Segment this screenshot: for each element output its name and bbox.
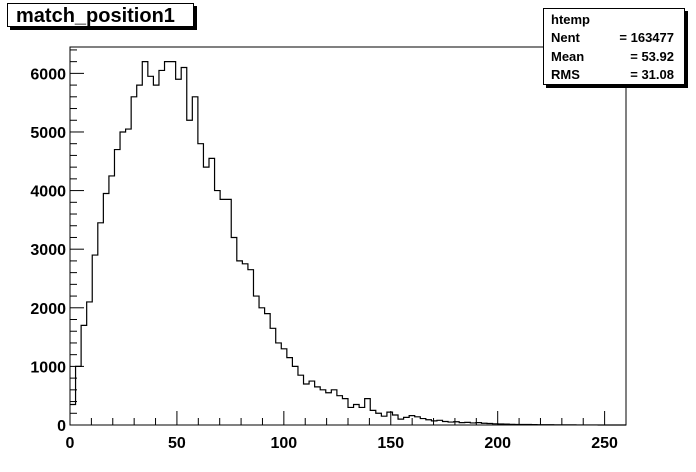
plot-frame xyxy=(69,46,627,426)
stats-value-entries: = 163477 xyxy=(619,30,674,45)
x-axis: 0 50 100 150 200 250 xyxy=(66,411,627,452)
stats-value-rms: = 31.08 xyxy=(630,67,674,82)
y-tick-label: 6000 xyxy=(30,66,66,83)
stats-value-mean: = 53.92 xyxy=(630,49,674,64)
y-tick-label: 1000 xyxy=(30,359,66,376)
y-tick-label: 3000 xyxy=(30,242,66,259)
histogram-bins xyxy=(70,62,626,425)
x-tick-label: 150 xyxy=(377,435,404,452)
y-tick-label: 4000 xyxy=(30,184,66,201)
x-tick-label: 0 xyxy=(66,435,75,452)
histogram-outline xyxy=(70,61,626,426)
y-tick-label: 5000 xyxy=(30,125,66,142)
x-tick-label: 100 xyxy=(270,435,297,452)
stats-box: htemp Nent = 163477 Mean = 53.92 RMS = 3… xyxy=(543,8,685,85)
x-tick-label: 50 xyxy=(168,435,186,452)
stats-label-mean: Mean xyxy=(551,49,585,64)
stats-label-rms: RMS xyxy=(551,67,580,82)
x-tick-label: 200 xyxy=(484,435,511,452)
stats-histogram-name: htemp xyxy=(551,12,590,27)
chart-title: match_position1 xyxy=(7,3,194,27)
stats-label-entries: Nent xyxy=(551,30,580,45)
y-tick-label: 2000 xyxy=(30,301,66,318)
x-tick-label: 250 xyxy=(591,435,618,452)
y-tick-label: 0 xyxy=(57,418,66,435)
